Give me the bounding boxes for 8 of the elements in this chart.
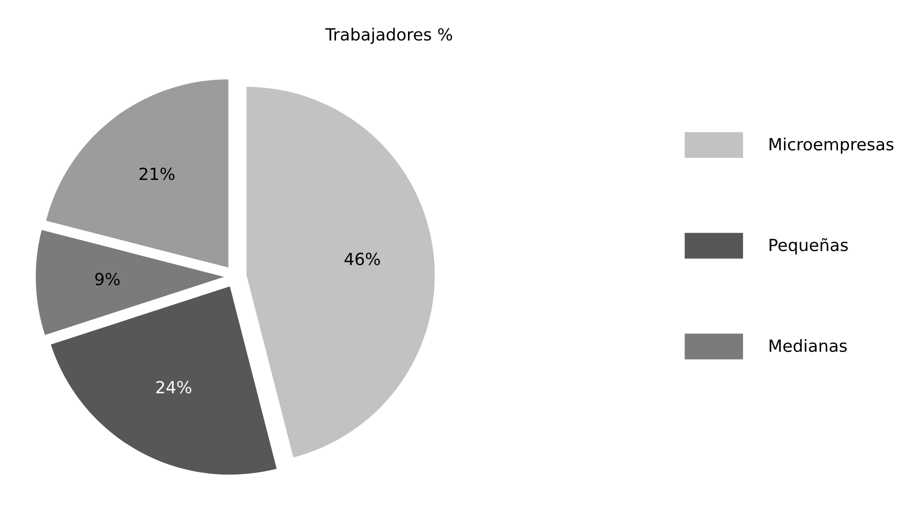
legend-label: Pequeñas <box>770 238 848 255</box>
chart-title: Trabajadores % <box>325 28 452 44</box>
data-label: 21% <box>140 168 174 180</box>
legend-label: Microempresas <box>770 138 894 154</box>
data-label: 46% <box>344 252 380 266</box>
data-label: 9% <box>95 272 120 286</box>
data-label: 24% <box>156 380 192 394</box>
legend-label: Medianas <box>770 339 847 352</box>
